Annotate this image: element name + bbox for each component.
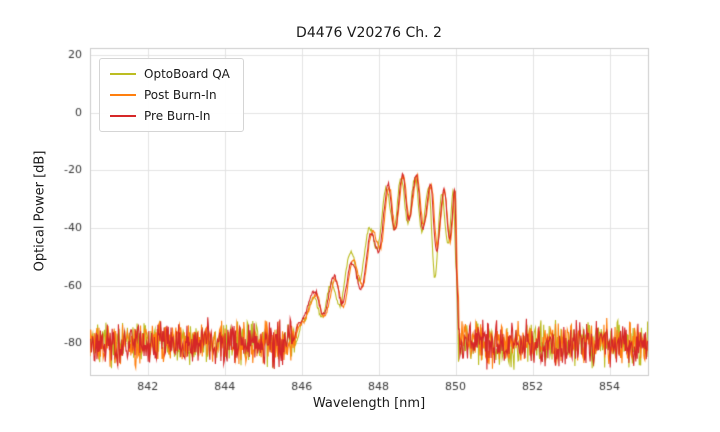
x-axis-label: Wavelength [nm] — [312, 396, 426, 411]
legend-label: OptoBoard QA — [144, 67, 230, 81]
legend-line-swatch — [110, 115, 136, 117]
legend-item: Post Burn-In — [110, 88, 230, 102]
legend: OptoBoard QA Post Burn-In Pre Burn-In — [99, 58, 244, 132]
legend-item: Pre Burn-In — [110, 109, 230, 123]
legend-item: OptoBoard QA — [110, 67, 230, 81]
legend-line-swatch — [110, 73, 136, 75]
legend-label: Post Burn-In — [144, 88, 217, 102]
y-axis-label: Optical Power [dB] — [32, 150, 48, 272]
chart-title: D4476 V20276 Ch. 2 — [296, 25, 442, 41]
legend-label: Pre Burn-In — [144, 109, 211, 123]
legend-line-swatch — [110, 94, 136, 96]
